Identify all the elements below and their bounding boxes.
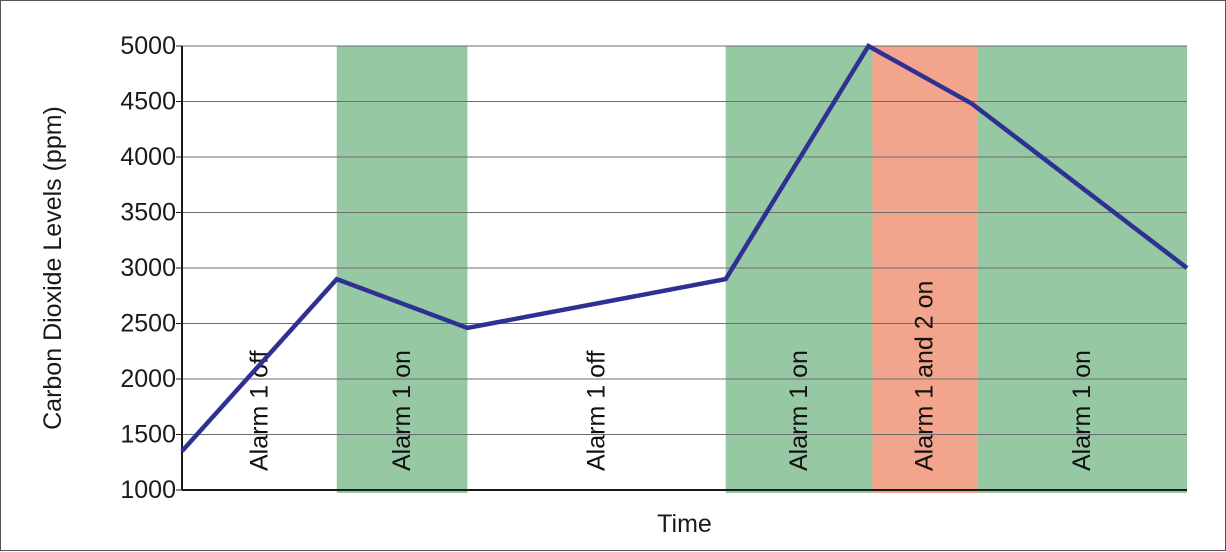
y-tick-labels: 1000 1500 2000 2500 3000 3500 4000 4500 5000 xyxy=(120,32,182,504)
alarm-band-label-4: Alarm 1 and 2 on xyxy=(911,281,939,471)
y-tick-label-6: 4000 xyxy=(120,143,176,171)
y-tick-label-1: 1500 xyxy=(120,421,176,449)
alarm-band-label-3: Alarm 1 on xyxy=(785,350,813,471)
y-tick-label-0: 1000 xyxy=(120,476,176,504)
y-axis-title: Carbon Dioxide Levels (ppm) xyxy=(39,106,67,430)
y-tick-label-8: 5000 xyxy=(120,32,176,60)
y-tick-label-5: 3500 xyxy=(120,199,176,227)
x-axis-title: Time xyxy=(657,510,712,538)
y-tick-label-3: 2500 xyxy=(120,310,176,338)
y-tick-label-4: 3000 xyxy=(120,254,176,282)
y-tick-label-7: 4500 xyxy=(120,88,176,116)
alarm-bands xyxy=(337,46,1187,493)
alarm-band-label-5: Alarm 1 on xyxy=(1068,350,1096,471)
alarm-band-label-2: Alarm 1 off xyxy=(583,351,611,471)
alarm-band-label-1: Alarm 1 on xyxy=(388,350,416,471)
y-tick-label-2: 2000 xyxy=(120,365,176,393)
alarm-band-label-0: Alarm 1 off xyxy=(245,351,273,471)
